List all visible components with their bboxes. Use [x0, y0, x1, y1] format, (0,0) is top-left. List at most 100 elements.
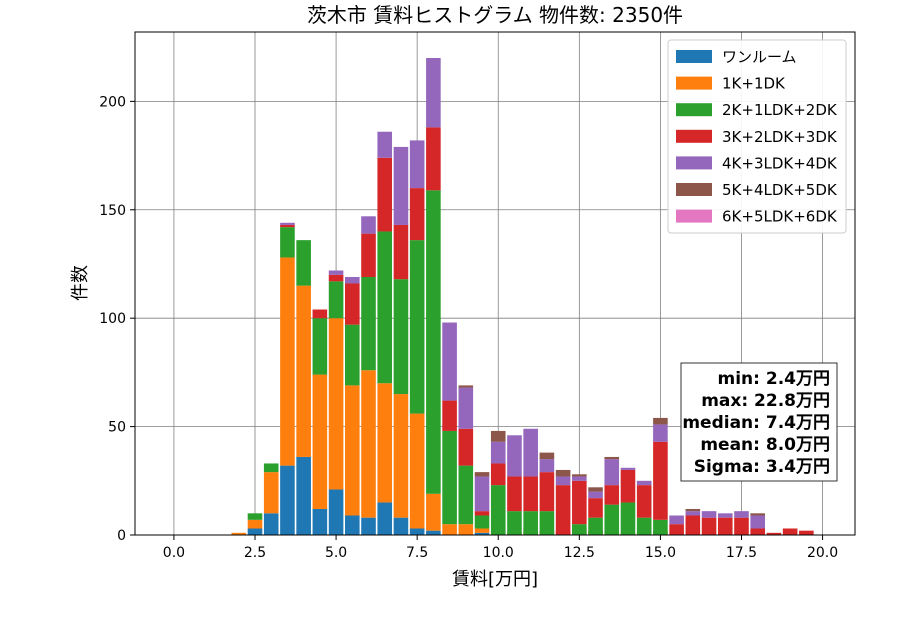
- bar-segment-upper: [620, 502, 636, 535]
- bar-segment-upper: [620, 469, 636, 503]
- bar-segment-3: [280, 227, 295, 258]
- y-tick-label: 150: [99, 203, 126, 219]
- bar-segment-upper: [653, 519, 668, 535]
- bar-segment-4: [361, 233, 376, 277]
- bar-segment-upper: [490, 430, 506, 442]
- bar-segment-1: [377, 502, 393, 535]
- x-tick-label: 15.0: [645, 545, 676, 561]
- bar-segment-upper: [539, 459, 555, 473]
- bar-segment-upper: [539, 452, 555, 460]
- stats-box: min: 2.4万円 max: 22.8万円 median: 7.4万円 mea…: [680, 362, 838, 482]
- bar-segment-1: [474, 532, 490, 535]
- y-axis-label: 件数: [70, 265, 91, 301]
- stats-min: min: 2.4万円: [718, 369, 830, 389]
- bar-segment-upper: [653, 441, 668, 520]
- bar-segment-upper: [539, 472, 555, 512]
- bar-segment-upper: [717, 513, 733, 518]
- legend-swatch: [676, 103, 712, 117]
- bar-segment-4: [474, 511, 490, 516]
- bar-segment-2: [377, 383, 393, 503]
- legend-swatch: [676, 209, 712, 223]
- bar-segment-2: [231, 532, 247, 535]
- bar-segment-upper: [523, 511, 538, 535]
- bar-segment-upper: [507, 511, 522, 535]
- bar-segment-upper: [588, 498, 603, 518]
- bar-segment-3: [263, 463, 279, 473]
- x-tick-label: 2.5: [244, 545, 266, 561]
- bar-segment-1: [328, 489, 344, 535]
- bar-segment-4: [426, 127, 441, 191]
- bar-segment-upper: [734, 517, 749, 535]
- y-tick-label: 50: [108, 420, 126, 436]
- bar-segment-5: [442, 322, 457, 401]
- bar-segment-upper: [750, 515, 765, 529]
- legend-swatch: [676, 156, 712, 170]
- stats-box-frame: [680, 362, 838, 482]
- bar-segment-upper: [490, 463, 506, 486]
- bar-segment-3: [393, 279, 409, 395]
- plot-area-frame: [134, 31, 856, 536]
- bar-segment-5: [280, 222, 295, 225]
- bar-segment-4: [377, 157, 393, 232]
- bar-segment-2: [409, 413, 425, 529]
- bar-segment-upper: [555, 476, 571, 486]
- bar-segment-3: [345, 324, 360, 386]
- chart-title: 茨木市 賃料ヒストグラム 物件数: 2350件: [307, 3, 683, 27]
- bar-segment-5: [458, 387, 474, 429]
- legend-label: 6K+5LDK+6DK: [722, 208, 838, 226]
- bars: [231, 58, 814, 535]
- bar-segment-upper: [717, 517, 733, 535]
- stats-mean: mean: 8.0万円: [700, 435, 830, 455]
- legend-label: 1K+1DK: [722, 75, 786, 93]
- bar-segment-upper: [604, 456, 620, 460]
- bar-segment-1: [296, 456, 311, 535]
- bar-segment-upper: [588, 487, 603, 492]
- bar-segment-2: [247, 519, 263, 529]
- bar-segment-2: [361, 370, 376, 518]
- bar-segment-4: [328, 274, 344, 282]
- bar-segment-2: [426, 493, 441, 531]
- bar-segment-4: [442, 400, 457, 431]
- bar-segment-upper: [701, 511, 717, 518]
- x-axis-ticks: 0.0 2.5 5.0 7.5 10.0 12.5 15.0 17.5 20.0: [163, 535, 838, 561]
- bar-segment-6: [474, 472, 490, 477]
- bar-segment-upper: [636, 517, 652, 535]
- y-tick-label: 100: [99, 311, 126, 327]
- bar-segment-upper: [507, 435, 522, 477]
- x-tick-label: 12.5: [564, 545, 595, 561]
- bar-segment-upper: [620, 467, 636, 470]
- bar-segment-upper: [701, 517, 717, 535]
- bar-segment-1: [263, 513, 279, 535]
- bar-segment-upper: [750, 528, 765, 535]
- bar-segment-2: [296, 285, 311, 457]
- bar-segment-upper: [636, 480, 652, 486]
- bar-segment-upper: [782, 528, 798, 535]
- bar-segment-3: [247, 513, 263, 520]
- bar-segment-upper: [604, 459, 620, 486]
- bar-segment-1: [409, 528, 425, 535]
- x-tick-label: 7.5: [406, 545, 428, 561]
- x-tick-label: 10.0: [483, 545, 514, 561]
- bar-segment-4: [409, 188, 425, 241]
- bar-segment-1: [312, 508, 328, 535]
- x-tick-label: 5.0: [325, 545, 347, 561]
- bar-segment-3: [312, 318, 328, 375]
- legend-label: 4K+3LDK+4DK: [722, 154, 838, 172]
- y-tick-label: 200: [99, 94, 126, 110]
- legend-swatch: [676, 76, 712, 90]
- bar-segment-upper: [555, 469, 571, 477]
- bar-segment-2: [312, 374, 328, 509]
- bar-segment-2: [393, 394, 409, 518]
- bar-segment-upper: [750, 513, 765, 516]
- bar-segment-1: [280, 465, 295, 535]
- bar-segment-6: [458, 385, 474, 388]
- y-axis-ticks: 0 50 100 150 200: [99, 94, 135, 544]
- bar-segment-upper: [572, 474, 587, 477]
- bar-segment-3: [361, 276, 376, 371]
- bar-segment-3: [458, 465, 474, 525]
- legend-box: [667, 39, 847, 234]
- bar-segment-2: [458, 524, 474, 535]
- bar-segment-upper: [539, 511, 555, 535]
- bar-segment-upper: [572, 476, 587, 481]
